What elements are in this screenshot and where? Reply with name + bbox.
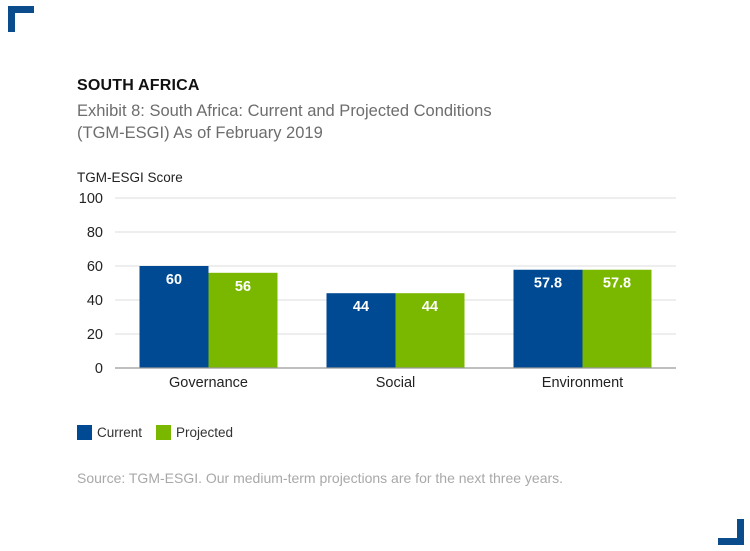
country-heading: SOUTH AFRICA [77,77,200,94]
title-line-1: Exhibit 8: South Africa: Current and Pro… [77,102,492,120]
y-tick-label: 40 [87,293,103,309]
data-label: 56 [235,279,251,295]
legend: Current Projected [77,425,247,440]
bar-projected-social [395,293,465,368]
y-tick-label: 60 [87,259,103,275]
y-tick-label: 80 [87,225,103,241]
x-tick-label: Environment [542,375,623,391]
source-note: Source: TGM-ESGI. Our medium-term projec… [77,470,564,486]
x-tick-label: Governance [169,375,248,391]
bar-current-social [326,293,396,368]
bar-projected-environment [582,269,652,368]
exhibit-title: Exhibit 8: South Africa: Current and Pro… [77,100,492,144]
y-axis-label: TGM-ESGI Score [77,170,183,185]
data-label: 60 [166,272,182,288]
bar-projected-governance [208,272,278,368]
y-tick-label: 0 [95,361,103,377]
corner-mark-top-left [8,6,34,32]
legend-label-current: Current [97,425,143,440]
bar-current-governance [139,266,209,368]
legend-item-projected: Projected [156,425,233,440]
legend-swatch-projected [156,425,172,440]
legend-label-projected: Projected [176,425,234,440]
legend-item-current: Current [77,425,142,440]
corner-mark-bottom-right [718,519,744,545]
data-label: 44 [353,299,369,315]
data-label: 57.8 [603,276,631,292]
y-tick-label: 20 [87,327,103,343]
legend-swatch-current [77,425,92,440]
bar-current-environment [513,269,583,368]
x-tick-label: Social [376,375,416,391]
data-label: 44 [422,299,438,315]
title-line-2: (TGM-ESGI) As of February 2019 [77,124,323,142]
data-label: 57.8 [534,276,562,292]
y-tick-label: 100 [79,191,103,207]
